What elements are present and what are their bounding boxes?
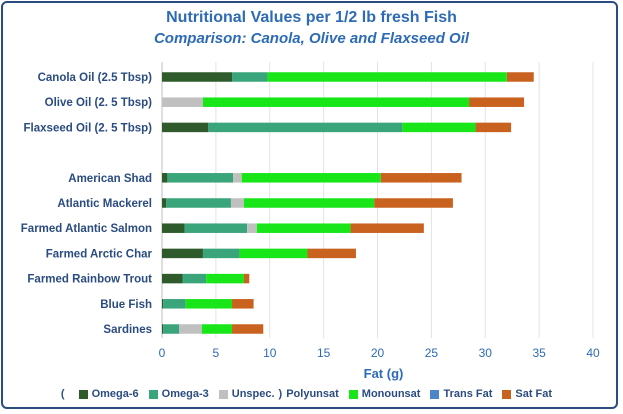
legend-satfat-swatch [502,389,512,399]
x-tick-label: 30 [479,346,493,360]
bar-segment [179,324,202,334]
bar-segment [475,122,512,133]
legend-transfat: Trans Fat [430,388,492,400]
x-tick-labels: 0 5 10 15 20 25 30 35 40 [159,346,600,360]
legend-transfat-label: Trans Fat [443,388,493,400]
legend-satfat: Sat Fat [502,388,552,400]
bar-segment [166,198,231,208]
category-label: Atlantic Mackerel [57,198,152,210]
bar-segment [469,97,525,107]
bar-segment [402,122,476,133]
bar-segment [201,324,233,334]
category-label: Olive Oil (2. 5 Tbsp) [45,97,153,109]
x-tick-label: 5 [213,346,220,360]
legend-polyunsat-label: Polyunsat [286,388,339,400]
bars [162,72,534,334]
bar-segment [162,198,167,208]
bar-segment [243,273,250,284]
legend-unspec-swatch [218,389,228,399]
x-axis-title: Fat (g) [364,366,404,381]
category-label: Flaxseed Oil (2. 5 Tbsp) [24,122,153,134]
legend-omega3-swatch [148,389,158,399]
x-tick-label: 40 [586,346,600,360]
x-tick-label: 15 [317,346,331,360]
bar-segment [506,72,534,82]
bar-segment [380,173,462,183]
bar-segment [162,248,203,259]
bar-segment [162,72,233,82]
bar-segment [184,223,248,233]
bar-segment [162,273,183,284]
bar-segment [162,299,164,309]
bar-segment [232,72,268,82]
bar-segment [256,223,351,233]
legend-unspec-label: Unspec. [231,388,275,400]
chart-subtitle: Comparison: Canola, Olive and Flaxseed O… [153,30,470,47]
legend: ( Omega-6 Omega-3 Unspec. ) Polyunsat Mo… [0,388,623,400]
category-label: Farmed Atlantic Salmon [21,223,152,235]
bar-segment [163,299,186,309]
legend-omega6-swatch [78,389,88,399]
legend-omega6-label: Omega-6 [91,388,139,400]
bar-segment [230,198,244,208]
bar-segment [232,324,264,334]
legend-monounsat-label: Monounsat [361,388,421,400]
legend-omega3: Omega-3 [148,388,209,400]
legend-satfat-label: Sat Fat [515,388,553,400]
x-tick-label: 35 [532,346,546,360]
bar-segment [162,223,185,233]
legend-open-paren: ( [60,388,65,400]
x-tick-label: 25 [425,346,439,360]
bar-segment [232,299,254,309]
x-tick-label: 20 [371,346,385,360]
bar-segment [163,324,180,334]
chart-title: Nutritional Values per 1/2 lb fresh Fish [166,9,457,26]
category-labels: Canola Oil (2.5 Tbsp) Olive Oil (2. 5 Tbs… [21,72,153,336]
legend-monounsat: Monounsat [348,388,421,400]
bar-segment [162,173,168,183]
legend-omega6: Omega-6 [78,388,139,400]
legend-unspec: Unspec. ) Polyunsat [218,388,339,400]
x-tick-label: 0 [159,346,166,360]
category-label: Sardines [103,324,152,336]
bar-segment [233,173,242,183]
bar-segment [239,248,308,259]
bar-segment [185,299,233,309]
bar-segment [374,198,453,208]
category-label: Canola Oil (2.5 Tbsp) [38,72,153,84]
bar-segment [206,273,244,284]
bar-segment [241,173,381,183]
category-label: American Shad [68,173,152,185]
legend-polyunsat-close: ) [278,388,283,400]
legend-omega3-label: Omega-3 [161,388,209,400]
category-label: Blue Fish [100,299,152,311]
bar-segment [162,324,164,334]
category-label: Farmed Arctic Char [46,248,153,260]
bar-segment [208,122,403,133]
bar-segment [350,223,424,233]
x-tick-label: 10 [263,346,277,360]
bar-segment [162,97,203,107]
bar-segment [162,122,209,133]
bar-segment [247,223,257,233]
category-label: Farmed Rainbow Trout [27,274,152,286]
bar-segment [202,97,470,107]
bar-segment [243,198,375,208]
bar-segment [267,72,507,82]
legend-transfat-swatch [430,389,440,399]
legend-monounsat-swatch [348,389,358,399]
bar-segment [202,248,240,259]
bar-segment [167,173,234,183]
bar-segment [307,248,356,259]
bar-segment [182,273,207,284]
